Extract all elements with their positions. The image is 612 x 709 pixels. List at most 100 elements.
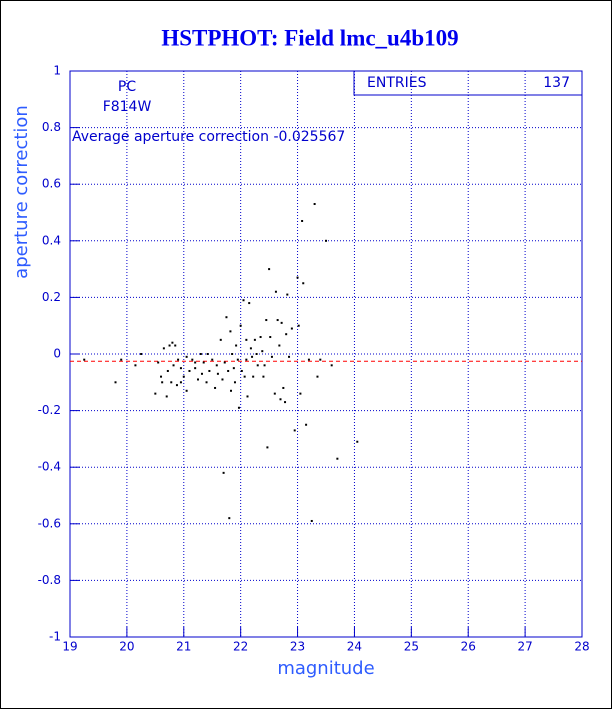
point [229,330,232,333]
point [251,355,254,358]
point [206,353,209,355]
point [319,358,322,361]
point [228,517,231,520]
point [246,395,249,398]
point [161,381,164,384]
point [302,282,305,285]
point [188,369,191,372]
point [223,361,226,364]
point [259,336,262,339]
x-tick-label: 25 [404,640,419,654]
point [282,386,285,389]
point [316,375,319,378]
point [162,347,165,350]
point [330,364,333,367]
x-tick-label: 19 [62,640,77,654]
point [236,358,239,361]
x-tick-label: 21 [176,640,191,654]
y-tick-label: 1 [53,64,61,78]
point [174,344,177,347]
x-tick-label: 28 [574,640,589,654]
point [221,378,224,381]
point [216,372,219,375]
point [336,457,339,460]
point [134,364,137,367]
point [325,239,327,242]
point [310,519,313,522]
point [171,341,174,344]
point [313,203,316,206]
point [285,333,288,336]
point [280,321,283,324]
point [229,389,232,392]
x-tick-label: 22 [233,640,248,654]
point [293,429,296,432]
y-tick-label: 0 [53,347,61,361]
x-tick-label: 26 [461,640,476,654]
point [263,364,266,367]
point [265,319,268,322]
average-value: -0.025567 [273,129,345,145]
y-tick-label: -0.4 [38,460,61,474]
point [284,401,287,404]
point [276,319,279,322]
point [177,358,180,361]
point [297,324,300,327]
point [356,440,359,443]
point [273,392,276,395]
point [225,316,228,319]
point [140,353,143,355]
point [120,358,123,361]
point [269,336,272,339]
point [307,358,310,361]
point [249,347,252,350]
point [262,375,265,378]
point [208,369,211,372]
average-label: Average aperture correction [72,129,269,145]
point [252,375,255,378]
point [202,361,205,364]
point [301,219,304,222]
point [160,375,163,378]
point [232,367,235,370]
point [172,364,175,367]
point [157,361,160,364]
point [274,290,277,293]
plot-area [69,70,583,638]
point [231,353,234,355]
point [256,364,259,367]
point [205,381,208,384]
point [270,355,273,358]
y-tick-label: -0.2 [38,403,61,417]
point [255,353,258,355]
point [191,358,194,361]
x-axis-label: magnitude [277,658,374,679]
point [166,369,169,372]
point [278,344,281,347]
point [279,398,282,401]
point [235,344,238,347]
average-text: Average aperture correction -0.025567 [72,129,345,145]
point [179,381,182,384]
y-tick-label: -0.6 [38,516,61,530]
y-tick-label: 0.6 [42,177,61,191]
point [114,381,117,384]
point [248,302,251,305]
point [199,353,202,355]
point [185,389,188,392]
point [290,327,293,330]
stats-label: ENTRIES [367,75,427,91]
y-tick-label: -0.8 [38,573,61,587]
point [83,358,86,361]
point [211,358,214,361]
point [243,375,246,378]
point [245,358,248,361]
point [242,299,245,302]
point [299,392,302,395]
y-tick-label: 0.4 [42,233,61,247]
point [227,369,230,372]
point [214,386,217,389]
x-tick-label: 23 [290,640,305,654]
point [165,395,168,398]
point [288,355,291,358]
